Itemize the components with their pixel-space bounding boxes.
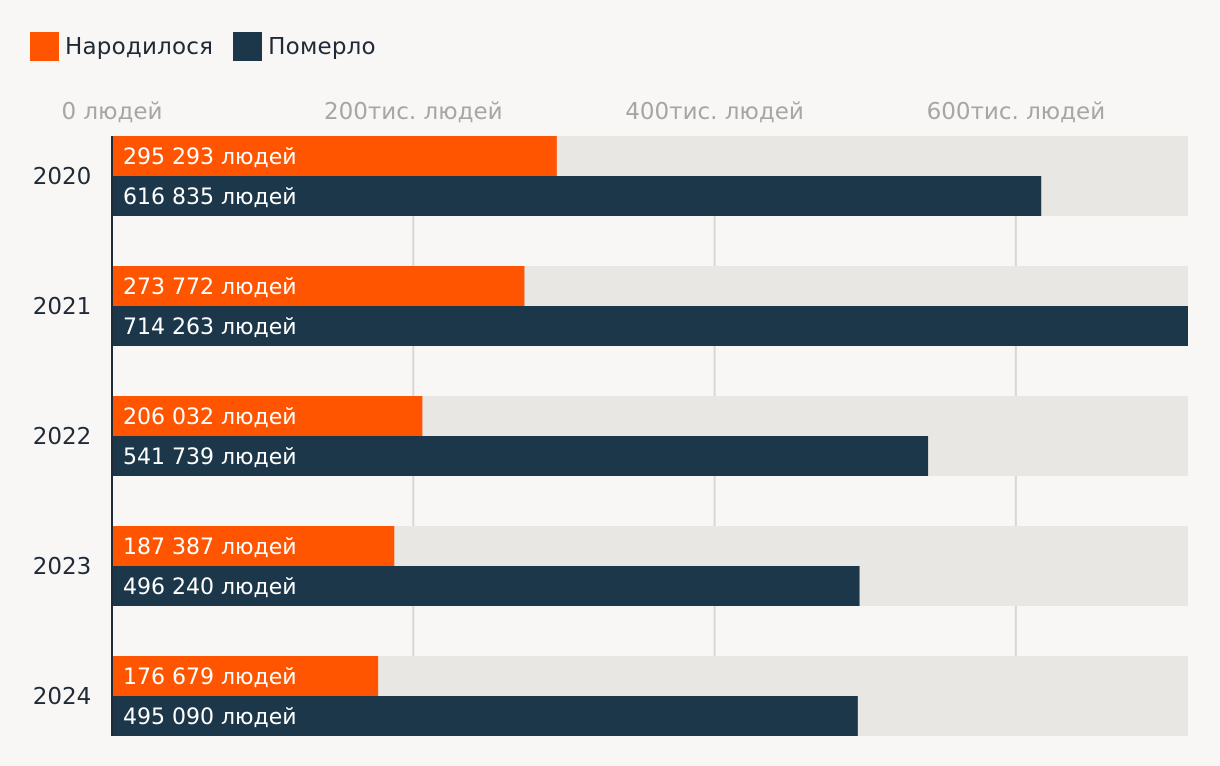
bar-born-2023 — [112, 526, 395, 566]
x-tick-label-1: 200тис. людей — [324, 99, 503, 125]
legend: Народилося Померло — [30, 32, 396, 61]
legend-label-died: Померло — [268, 33, 376, 60]
bar-died-2023 — [112, 566, 860, 606]
bar-died-2024 — [112, 696, 858, 736]
bar-born-2021 — [112, 266, 525, 306]
legend-swatch-died — [233, 32, 263, 61]
bar-label-died-2020: 616 835 людей — [123, 185, 297, 210]
legend-item-born: Народилося — [30, 32, 213, 61]
bar-died-2021 — [112, 306, 1188, 346]
year-label-2020: 2020 — [33, 164, 92, 190]
bar-label-died-2021: 714 263 людей — [123, 315, 297, 340]
legend-item-died: Померло — [233, 32, 376, 61]
bar-born-2022 — [112, 396, 423, 436]
x-tick-label-0: 0 людей — [61, 99, 162, 125]
bar-born-2024 — [112, 656, 379, 696]
year-label-2022: 2022 — [33, 424, 92, 450]
year-label-2021: 2021 — [33, 294, 92, 320]
bar-label-born-2023: 187 387 людей — [123, 535, 297, 560]
bar-label-born-2021: 273 772 людей — [123, 275, 297, 300]
legend-label-born: Народилося — [65, 33, 214, 60]
bar-label-born-2022: 206 032 людей — [123, 405, 297, 430]
year-label-2023: 2023 — [33, 554, 92, 580]
bar-label-died-2023: 496 240 людей — [123, 575, 297, 600]
bar-label-died-2024: 495 090 людей — [123, 705, 297, 730]
x-tick-label-2: 400тис. людей — [625, 99, 804, 125]
bar-born-2020 — [112, 136, 557, 176]
bar-label-died-2022: 541 739 людей — [123, 445, 297, 470]
x-tick-label-3: 600тис. людей — [927, 99, 1106, 125]
bar-died-2022 — [112, 436, 929, 476]
year-label-2024: 2024 — [33, 684, 92, 710]
bar-label-born-2024: 176 679 людей — [123, 665, 297, 690]
bar-label-born-2020: 295 293 людей — [123, 145, 297, 170]
legend-swatch-born — [30, 32, 59, 61]
bar-died-2020 — [112, 176, 1042, 216]
